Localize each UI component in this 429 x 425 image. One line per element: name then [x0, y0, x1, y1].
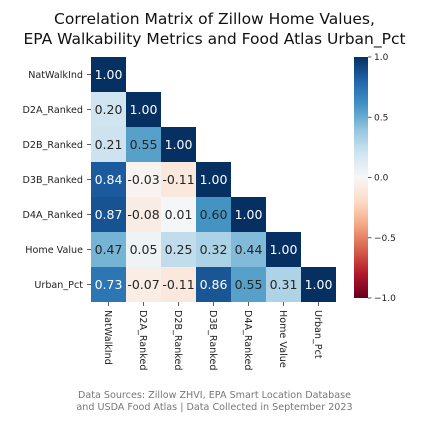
cell-value-label: 0.25	[165, 242, 193, 257]
y-tick-label: NatWalkInd	[28, 70, 83, 81]
cell-value-label: 1.00	[235, 207, 263, 222]
x-tick-label: Home Value	[277, 310, 288, 368]
cell-value-label: 1.00	[200, 172, 228, 187]
footnote-sources: Data Sources: Zillow ZHVI, EPA Smart Loc…	[0, 390, 429, 413]
x-tick-label: D3B_Ranked	[207, 310, 218, 371]
heatmap-cell	[126, 162, 161, 197]
heatmap-cell	[196, 162, 231, 197]
x-axis-tick-labels: NatWalkInd D2A_Ranked D2B_Ranked D3B_Ranked…	[102, 302, 323, 371]
y-tick-label: D4A_Ranked	[23, 210, 83, 221]
heatmap-cell	[161, 162, 196, 197]
cell-value-label: 1.00	[165, 137, 193, 152]
cell-value-label: 1.00	[130, 102, 158, 117]
cell-value-label: 1.00	[305, 277, 333, 292]
heatmap-cell	[161, 232, 196, 267]
heatmap-cell	[266, 267, 301, 302]
heatmap-cell	[266, 232, 301, 267]
heatmap-cells: 1.000.20 1.000.21 0.55 1.000.84 -0.03 -0.11 1.…	[91, 57, 336, 302]
cell-value-label: 0.44	[235, 242, 263, 257]
cell-value-label: 0.86	[200, 277, 228, 292]
cell-value-label: 0.21	[95, 137, 123, 152]
cell-value-label: 0.32	[200, 242, 228, 257]
heatmap-cell	[196, 232, 231, 267]
cell-value-label: 1.00	[95, 67, 123, 82]
colorbar-tick-label: −1.0	[374, 294, 396, 304]
y-tick-label: D2A_Ranked	[23, 105, 83, 116]
heatmap-cell	[126, 127, 161, 162]
chart-title-line: Correlation Matrix of Zillow Home Values…	[54, 10, 375, 28]
heatmap-cell	[91, 267, 126, 302]
chart-title: Correlation Matrix of Zillow Home Values…	[23, 10, 405, 49]
heatmap-cell	[231, 197, 266, 232]
cell-value-label: 0.05	[130, 242, 158, 257]
heatmap-cell	[161, 267, 196, 302]
heatmap-cell	[231, 267, 266, 302]
colorbar-tick-label: −0.5	[374, 234, 396, 244]
cell-value-label: -0.11	[162, 277, 194, 292]
heatmap-cell	[91, 92, 126, 127]
cell-value-label: 0.47	[95, 242, 123, 257]
y-tick-label: D3B_Ranked	[23, 175, 84, 186]
cell-value-label: -0.07	[127, 277, 159, 292]
colorbar-tick-label: 0.5	[374, 113, 388, 123]
colorbar-gradient	[354, 57, 368, 298]
cell-value-label: -0.08	[127, 207, 159, 222]
cell-value-label: 0.20	[95, 102, 123, 117]
colorbar: 1.0 0.5 0.0 −0.5 −1.0	[354, 53, 396, 304]
y-tick-label: D2B_Ranked	[23, 140, 84, 151]
heatmap-cell	[91, 57, 126, 92]
heatmap-cell	[91, 127, 126, 162]
heatmap-cell	[91, 232, 126, 267]
cell-value-label: -0.11	[162, 172, 194, 187]
cell-value-label: 0.84	[95, 172, 123, 187]
cell-value-label: -0.03	[127, 172, 159, 187]
colorbar-tick-label: 0.0	[374, 174, 389, 184]
cell-value-label: 0.01	[165, 207, 193, 222]
cell-value-label: 0.55	[235, 277, 263, 292]
cell-value-label: 1.00	[270, 242, 298, 257]
footnote-line-1: Data Sources: Zillow ZHVI, EPA Smart Loc…	[77, 390, 352, 401]
chart-title-line: EPA Walkability Metrics and Food Atlas U…	[23, 30, 405, 49]
heatmap-cell	[231, 232, 266, 267]
x-tick-label: NatWalkInd	[102, 310, 113, 365]
heatmap-cell	[126, 232, 161, 267]
x-tick-label: D2B_Ranked	[172, 310, 183, 371]
heatmap-cell	[196, 267, 231, 302]
cell-value-label: 0.31	[270, 277, 298, 292]
heatmap-cell	[196, 197, 231, 232]
colorbar-tick-label: 1.0	[374, 53, 389, 63]
y-axis-tick-labels: NatWalkInd D2A_Ranked D2B_Ranked D3B_Ranked…	[23, 70, 91, 291]
heatmap-cell	[161, 127, 196, 162]
heatmap-cell	[126, 267, 161, 302]
x-tick-label: Urban_Pct	[312, 310, 323, 359]
cell-value-label: 0.87	[95, 207, 123, 222]
cell-value-label: 0.55	[130, 137, 158, 152]
heatmap-cell	[161, 197, 196, 232]
heatmap-cell	[126, 197, 161, 232]
y-tick-label: Urban_Pct	[34, 280, 83, 291]
x-tick-label: D4A_Ranked	[242, 310, 253, 370]
y-tick-label: Home Value	[25, 245, 83, 256]
footnote-line-2: and USDA Food Atlas | Data Collected in …	[76, 401, 353, 413]
heatmap-cell	[301, 267, 336, 302]
heatmap-cell	[91, 197, 126, 232]
heatmap-cell	[91, 162, 126, 197]
cell-value-label: 0.60	[200, 207, 228, 222]
heatmap-cell	[126, 92, 161, 127]
x-tick-label: D2A_Ranked	[137, 310, 148, 370]
cell-value-label: 0.73	[95, 277, 123, 292]
